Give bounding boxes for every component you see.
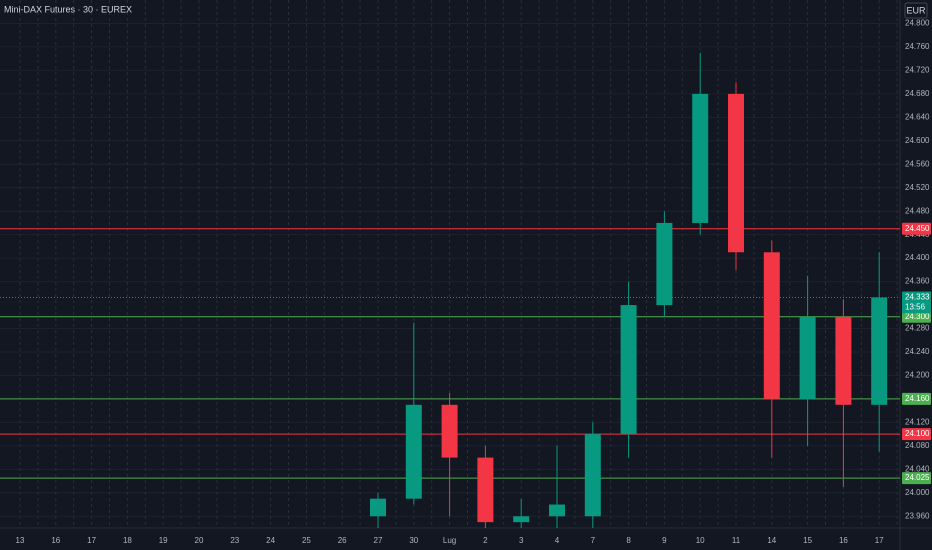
x-tick-label: 18 <box>123 536 132 545</box>
y-tick-label: 24.800 <box>905 19 930 28</box>
currency-label: EUR <box>906 5 926 15</box>
level-tag <box>902 222 931 235</box>
x-tick-label: 8 <box>626 536 631 545</box>
axes: 24.800 24.760 24.720 24.680 24.640 24.600 24.5… <box>16 19 931 545</box>
level-tag <box>902 392 931 405</box>
candle-body <box>584 434 601 517</box>
level-label: 24.300 <box>905 312 930 321</box>
x-tick-label: 15 <box>803 536 812 545</box>
countdown-label: 13:56 <box>905 303 926 312</box>
y-tick-label: 24.400 <box>905 253 930 262</box>
x-tick-label: 14 <box>767 536 776 545</box>
x-tick-label: 30 <box>409 536 418 545</box>
x-tick-label: 16 <box>839 536 848 545</box>
x-tick-label: 7 <box>591 536 596 545</box>
x-tick-label: 13 <box>16 536 25 545</box>
x-tick-label: 25 <box>302 536 311 545</box>
y-tick-label: 24.240 <box>905 347 930 356</box>
candle-body <box>620 305 637 435</box>
y-tick-label: 24.680 <box>905 89 930 98</box>
grid <box>0 0 900 528</box>
x-tick-label: 10 <box>696 536 705 545</box>
candle-body <box>370 498 386 517</box>
candle-body <box>763 252 780 399</box>
x-tick-label: Lug <box>443 536 456 545</box>
x-tick-label: 9 <box>662 536 667 545</box>
y-tick-label: 24.000 <box>905 488 930 497</box>
last-price-tag <box>902 291 931 314</box>
level-tag <box>902 310 931 323</box>
y-tick-label: 24.600 <box>905 136 930 145</box>
x-tick-label: 24 <box>266 536 275 545</box>
level-label: 24.025 <box>905 473 930 482</box>
candle-body <box>405 404 422 499</box>
candle-body <box>477 457 494 523</box>
candle-body <box>835 316 852 405</box>
candle-body <box>656 222 673 306</box>
x-tick-label: 17 <box>875 536 884 545</box>
currency-button[interactable] <box>904 2 928 19</box>
y-tick-label: 24.480 <box>905 206 930 215</box>
candle-body <box>549 504 565 517</box>
y-tick-label: 24.760 <box>905 42 930 51</box>
y-tick-label: 24.040 <box>905 464 930 473</box>
y-tick-label: 24.560 <box>905 159 930 168</box>
x-tick-label: 2 <box>483 536 488 545</box>
y-tick-label: 23.960 <box>905 511 930 520</box>
x-tick-label: 11 <box>732 536 741 545</box>
x-tick-label: 4 <box>555 536 560 545</box>
y-tick-label: 24.720 <box>905 66 930 75</box>
level-label: 24.450 <box>905 224 930 233</box>
level-label: 24.160 <box>905 394 930 403</box>
candle-body <box>513 516 530 523</box>
y-tick-label: 24.360 <box>905 277 930 286</box>
candle-body <box>728 93 744 253</box>
y-tick-label: 24.200 <box>905 371 930 380</box>
x-tick-label: 23 <box>230 536 239 545</box>
y-tick-label: 24.280 <box>905 324 930 333</box>
level-label: 24.100 <box>905 429 930 438</box>
x-tick-label: 26 <box>338 536 347 545</box>
x-tick-label: 19 <box>159 536 168 545</box>
x-tick-label: 3 <box>519 536 524 545</box>
y-tick-label: 24.520 <box>905 183 930 192</box>
x-tick-label: 17 <box>87 536 96 545</box>
y-tick-label: 24.080 <box>905 441 930 450</box>
candle-body <box>441 404 458 458</box>
level-tag <box>902 428 931 441</box>
candle-body <box>799 316 816 399</box>
candles <box>370 52 888 528</box>
level-tag <box>902 472 931 485</box>
x-tick-label: 27 <box>374 536 383 545</box>
y-tick-label: 24.640 <box>905 112 930 121</box>
x-tick-label: 16 <box>51 536 60 545</box>
y-tick-label: 24.120 <box>905 418 930 427</box>
chart-title: Mini-DAX Futures · 30 · EUREX <box>4 4 132 14</box>
candle-body <box>692 93 709 223</box>
x-tick-label: 20 <box>195 536 204 545</box>
last-price-label: 24.333 <box>905 293 930 302</box>
candle-body <box>871 297 888 405</box>
